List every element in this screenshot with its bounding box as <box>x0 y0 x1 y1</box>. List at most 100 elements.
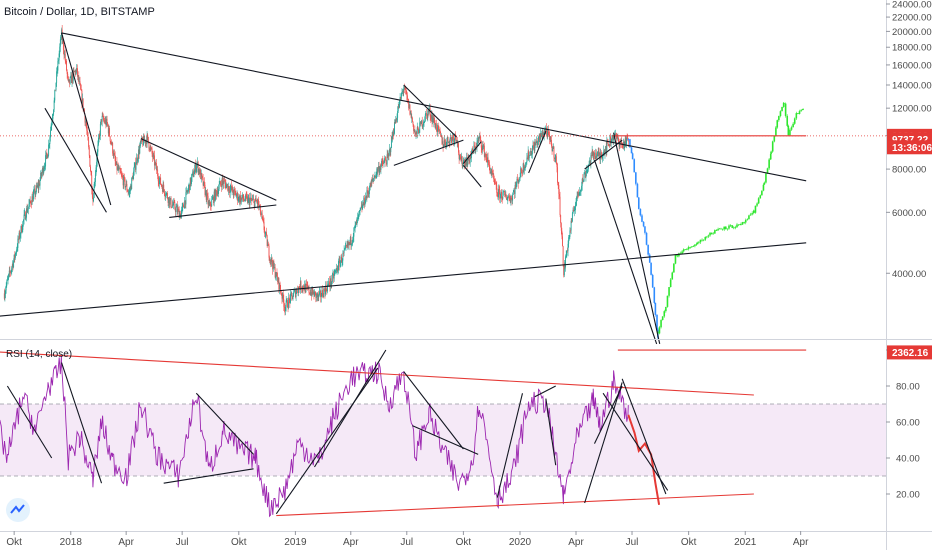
candle-body <box>138 149 140 154</box>
rsi-trendline[interactable] <box>412 425 479 455</box>
rsi-projection-line <box>627 414 661 505</box>
candle-body <box>231 187 233 191</box>
candle-body <box>63 49 65 56</box>
candle-body <box>598 151 600 156</box>
candle-body <box>641 215 643 222</box>
trendline[interactable] <box>0 242 807 317</box>
candle-body <box>551 145 553 152</box>
candle-body <box>162 184 164 192</box>
tradingview-logo[interactable] <box>6 498 30 522</box>
rsi-trendline[interactable] <box>6 385 53 459</box>
candle-body <box>66 60 67 71</box>
rsi-trendline[interactable] <box>275 367 379 515</box>
candle-body <box>62 40 64 50</box>
rsi-trendline[interactable] <box>545 398 557 466</box>
candle-body <box>175 207 177 213</box>
candle-body <box>117 166 119 170</box>
rsi-trendline[interactable] <box>61 362 103 484</box>
candle-body <box>190 177 192 185</box>
candle-body <box>478 136 480 138</box>
candle-body <box>123 176 125 179</box>
rsi-trendline[interactable] <box>496 393 524 498</box>
candle-body <box>131 176 133 178</box>
candle-body <box>257 199 259 204</box>
candle-body <box>578 192 580 196</box>
rsi-title: RSI (14, close) <box>6 349 72 360</box>
candle-body <box>396 117 398 121</box>
candle-body <box>363 197 365 206</box>
rsi-pane[interactable] <box>0 349 886 518</box>
trendline[interactable] <box>393 139 464 166</box>
candle-body <box>179 213 181 218</box>
rsi-trendline[interactable] <box>276 493 754 517</box>
time-tick-label: Jul <box>176 537 189 548</box>
candle-body <box>470 156 472 159</box>
candle-body <box>741 222 744 225</box>
candle-body <box>277 278 279 282</box>
rsi-trendline[interactable] <box>534 385 556 398</box>
candle-body <box>419 122 421 133</box>
candle-body <box>486 158 488 163</box>
trendline[interactable] <box>593 159 658 345</box>
candle-body <box>144 139 146 144</box>
candle-body <box>676 255 679 257</box>
rsi-trendline[interactable] <box>621 378 667 495</box>
rsi-trendline[interactable] <box>163 468 254 484</box>
trendline[interactable] <box>462 165 482 188</box>
candle-body <box>325 285 327 290</box>
candle-body <box>568 237 570 244</box>
candle-body <box>322 295 324 298</box>
rsi-trendline[interactable] <box>0 351 754 396</box>
candle-body <box>429 108 431 110</box>
candle-body <box>573 210 575 212</box>
candle-body <box>430 115 432 119</box>
candle-body <box>399 100 400 108</box>
candle-body <box>326 289 328 292</box>
candle-body <box>225 183 227 189</box>
candle-body <box>277 276 279 282</box>
candle-body <box>87 132 89 141</box>
candle-body <box>102 115 104 120</box>
candle-body <box>355 222 357 225</box>
trendline[interactable] <box>462 141 482 164</box>
trendline[interactable] <box>61 32 807 182</box>
price-pane[interactable] <box>0 24 886 351</box>
candle-body <box>194 169 196 175</box>
candle-body <box>484 154 486 157</box>
candle-body <box>191 177 192 185</box>
candle-body <box>24 212 26 215</box>
candle-body <box>613 136 615 140</box>
candle-body <box>748 215 750 220</box>
rsi-trendline[interactable] <box>602 392 669 491</box>
rsi-trendline[interactable] <box>584 382 623 504</box>
candle-body <box>311 287 313 296</box>
candle-body <box>684 249 687 251</box>
candle-body <box>152 153 154 158</box>
candle-body <box>101 115 103 122</box>
candle-body <box>776 120 779 128</box>
trendline[interactable] <box>140 138 277 201</box>
candle-body <box>403 88 405 92</box>
candle-body <box>477 139 479 142</box>
trendline[interactable] <box>528 130 547 174</box>
candle-body <box>381 160 383 162</box>
price-tick-label: 16000.00 <box>892 60 932 71</box>
candle-body <box>253 199 255 207</box>
candle-body <box>406 95 408 100</box>
candle-body <box>20 226 22 235</box>
rsi-trendline[interactable] <box>313 349 387 468</box>
trendline[interactable] <box>613 132 661 345</box>
candle-body <box>339 260 341 267</box>
rsi-trendline[interactable] <box>195 392 254 455</box>
rsi-trendline[interactable] <box>403 371 464 450</box>
trendline[interactable] <box>44 107 107 213</box>
trendline[interactable] <box>169 204 277 218</box>
candle-body <box>502 192 504 199</box>
rsi-trendline[interactable] <box>593 385 623 444</box>
candle-body <box>644 226 646 233</box>
candle-body <box>239 195 241 203</box>
trendline[interactable] <box>61 32 112 206</box>
candle-body <box>386 154 388 165</box>
trendline[interactable] <box>403 84 458 138</box>
candle-body <box>16 249 18 253</box>
